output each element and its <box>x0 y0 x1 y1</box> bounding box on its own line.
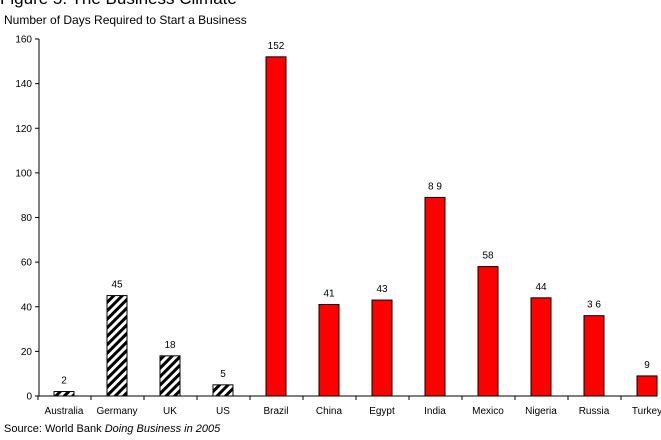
y-tick-label: 20 <box>21 347 33 358</box>
y-tick-label: 100 <box>15 168 32 179</box>
y-tick-label: 60 <box>21 258 33 269</box>
y-tick-label: 80 <box>21 213 33 224</box>
x-category-label: India <box>424 406 446 417</box>
x-category-label: Nigeria <box>525 406 557 417</box>
bar-india <box>424 196 446 397</box>
data-label: 43 <box>376 284 388 295</box>
source-note: Source: World Bank Doing Business in 200… <box>4 423 220 435</box>
y-tick-label: 160 <box>15 35 32 46</box>
x-category-label: US <box>216 406 230 417</box>
data-label: 41 <box>323 289 335 300</box>
bar-turkey <box>636 375 658 397</box>
y-tick-label: 140 <box>15 79 32 90</box>
x-category-label: Brazil <box>263 406 288 417</box>
x-category-label: Russia <box>579 406 610 417</box>
bar-australia <box>53 391 75 397</box>
x-category-label: UK <box>163 406 177 417</box>
source-prefix: Source: World Bank <box>4 423 105 435</box>
data-label: 58 <box>482 251 494 262</box>
figure-title-cut: Figure 5. The Business Climate <box>0 0 237 9</box>
y-tick-label: 120 <box>15 124 32 135</box>
bar-germany <box>106 295 128 397</box>
source-italic: Doing Business in 2005 <box>104 423 221 435</box>
y-tick-label: 40 <box>21 302 33 313</box>
data-label: 9 <box>644 360 650 371</box>
bar-mexico <box>477 266 499 397</box>
x-category-label: Mexico <box>472 406 504 417</box>
data-label: 45 <box>111 280 123 291</box>
data-label: 3 6 <box>587 300 601 311</box>
chart-title: Number of Days Required to Start a Busin… <box>4 13 247 27</box>
bar-us <box>212 384 234 397</box>
bar-brazil <box>265 56 287 397</box>
x-category-label: Germany <box>96 406 137 417</box>
y-tick-label: 0 <box>26 392 32 403</box>
data-label: 44 <box>535 282 547 293</box>
data-label: 8 9 <box>428 181 442 192</box>
x-category-label: Australia <box>45 406 84 417</box>
bar-russia <box>583 315 605 397</box>
data-label: 18 <box>164 340 176 351</box>
data-label: 152 <box>268 41 285 52</box>
bar-nigeria <box>530 297 552 397</box>
x-category-label: Egypt <box>369 406 395 417</box>
x-category-label: China <box>316 406 343 417</box>
x-category-label: Turkey <box>632 406 661 417</box>
bar-egypt <box>371 299 393 397</box>
bar-china <box>318 304 340 397</box>
data-label: 2 <box>61 376 67 387</box>
data-label: 5 <box>220 369 226 380</box>
bar-uk <box>159 355 181 397</box>
